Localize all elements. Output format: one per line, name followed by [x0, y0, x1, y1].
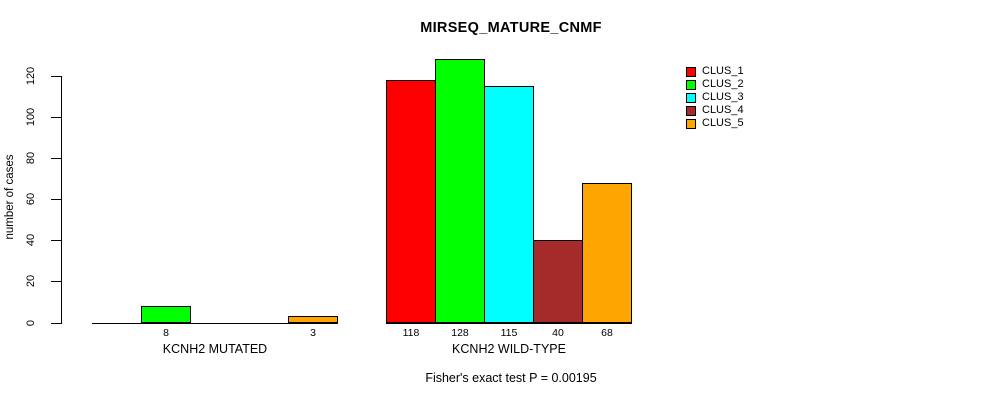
y-axis-line — [61, 76, 62, 324]
bar-clus_3 — [484, 86, 534, 324]
bar-value-label: 118 — [402, 326, 420, 339]
legend-swatch-icon — [686, 105, 696, 116]
y-tick-label: 100 — [25, 107, 37, 127]
legend-item-clus_5: CLUS_5 — [686, 117, 744, 130]
y-tick — [51, 199, 61, 200]
y-tick-label: 60 — [25, 193, 37, 206]
y-tick — [51, 158, 61, 159]
bar-value-label: 68 — [601, 326, 613, 339]
legend: CLUS_1 CLUS_2 CLUS_3 CLUS_4 CLUS_5 — [686, 65, 744, 130]
y-tick — [51, 117, 61, 118]
bar-clus_4 — [533, 240, 583, 324]
y-tick-label: 0 — [25, 319, 37, 326]
legend-label: CLUS_4 — [702, 104, 744, 117]
fisher-test-annotation: Fisher's exact test P = 0.00195 — [425, 371, 597, 385]
y-tick-label: 80 — [25, 151, 37, 165]
bar-value-label: 40 — [552, 326, 564, 339]
legend-swatch-icon — [686, 92, 696, 103]
legend-swatch-icon — [686, 79, 696, 90]
y-tick-label: 120 — [25, 66, 37, 86]
legend-item-clus_4: CLUS_4 — [686, 104, 744, 117]
legend-label: CLUS_2 — [702, 78, 744, 91]
legend-item-clus_3: CLUS_3 — [686, 91, 744, 104]
bar-value-label: 128 — [451, 326, 469, 339]
y-tick — [51, 240, 61, 241]
y-tick-label: 20 — [25, 275, 37, 288]
bar-clus_5 — [582, 182, 632, 324]
legend-item-clus_1: CLUS_1 — [686, 65, 744, 78]
legend-label: CLUS_1 — [702, 65, 744, 78]
y-tick — [51, 76, 61, 77]
y-axis-label: number of cases — [4, 154, 16, 240]
group-baseline — [92, 323, 338, 324]
bar-clus_5 — [288, 316, 338, 324]
legend-swatch-icon — [686, 66, 696, 77]
bar-value-label: 8 — [163, 326, 169, 339]
chart-title: MIRSEQ_MATURE_CNMF — [420, 20, 602, 36]
y-tick — [51, 281, 61, 282]
bar-clus_1 — [386, 80, 436, 324]
legend-swatch-icon — [686, 118, 696, 129]
legend-label: CLUS_5 — [702, 117, 744, 130]
bar-value-label: 3 — [310, 326, 316, 339]
bar-clus_2 — [141, 306, 191, 324]
legend-label: CLUS_3 — [702, 91, 744, 104]
group-baseline — [386, 323, 632, 324]
x-group-label-kcnh2-mutated: KCNH2 MUTATED — [162, 342, 268, 356]
x-group-label-kcnh2-wild-type: KCNH2 WILD-TYPE — [452, 342, 566, 356]
legend-item-clus_2: CLUS_2 — [686, 78, 744, 91]
bar-value-label: 115 — [500, 326, 518, 339]
y-tick — [51, 323, 61, 324]
bar-clus_2 — [435, 59, 485, 324]
y-tick-label: 40 — [25, 234, 37, 247]
